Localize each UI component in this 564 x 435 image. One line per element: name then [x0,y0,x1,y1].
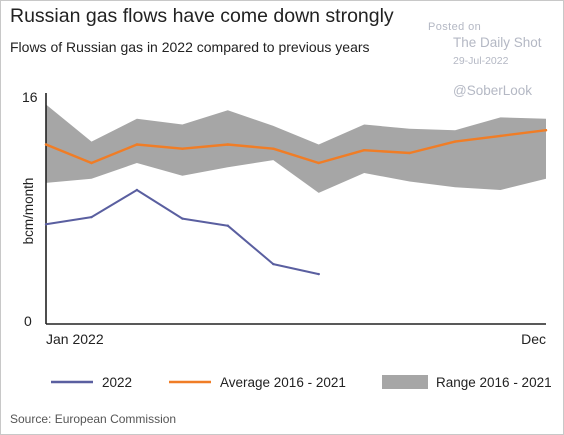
series-average-2016-2021-point [499,134,502,138]
series-average-2016-2021-point [272,147,275,150]
source-note: Source: European Commission [10,412,177,426]
x-tick-label: Jan 2022 [46,331,104,347]
chart-subtitle: Flows of Russian gas in 2022 compared to… [10,39,370,55]
legend-swatch-range [382,375,428,389]
series-2022-line [45,189,320,276]
legend-label-range: Range 2016 - 2021 [436,375,552,390]
chart-title: Russian gas flows have come down strongl… [10,5,394,27]
x-tick-label: Dec [521,331,546,347]
series-2022-point [226,224,229,227]
watermark-posted-label: Posted on [428,21,482,33]
series-average-2016-2021-point [317,161,320,165]
series-average-2016-2021-point [135,143,139,146]
series-average-2016-2021-point [44,143,48,146]
series-average-2016-2021-point [363,149,366,152]
watermark-publisher: The Daily Shot [453,35,542,50]
watermark-date: 29-Jul-2022 [453,55,509,67]
y-tick-label: 0 [24,313,32,329]
series-2022-point [317,272,320,276]
series-2022-point [272,262,275,266]
watermark-handle: @SoberLook [453,83,533,98]
series-average-2016-2021-point [226,143,229,146]
series-2022-point [181,217,184,220]
range-band [46,104,546,193]
legend-label-2022: 2022 [102,375,132,390]
y-tick-label: 16 [22,89,38,105]
series-2022-point [44,223,48,226]
legend-label-average: Average 2016 - 2021 [220,375,346,390]
y-axis-label: bcm/month [21,178,36,245]
series-average-2016-2021-point [90,161,93,165]
series-average-2016-2021-point [408,151,411,155]
series-2022-point [135,188,139,192]
series-2022-point [90,215,93,219]
series-average-2016-2021-point [181,147,184,150]
series-average-2016-2021-point [544,129,548,132]
series-average-2016-2021-point [453,140,457,143]
series-average-2016-2021-line [44,128,548,165]
